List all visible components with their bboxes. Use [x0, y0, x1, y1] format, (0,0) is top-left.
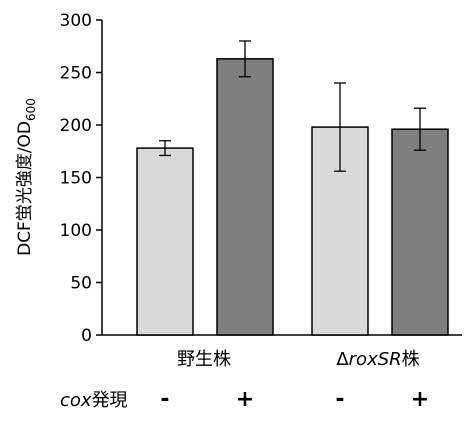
row-label-part: cox — [60, 390, 92, 411]
bar — [391, 128, 449, 336]
group-label-part: Δ — [336, 349, 349, 370]
cox-sign-label: - — [160, 387, 169, 412]
y-tick-label: 50 — [70, 274, 92, 294]
y-axis: 0 50 100 150 200 250 300 — [60, 11, 462, 346]
y-tick-label: 200 — [60, 116, 92, 136]
group-label: 野生株 — [177, 349, 231, 370]
group-label-part: 野生株 — [177, 349, 231, 370]
y-tick-label: 150 — [60, 169, 92, 189]
bars — [136, 58, 449, 336]
group-label: ΔroxSR株 — [336, 349, 419, 370]
row-label-part: 発現 — [92, 390, 128, 411]
cox-sign-label: - — [335, 387, 344, 412]
bar — [136, 147, 194, 336]
y-tick-label: 0 — [81, 326, 92, 346]
y-axis-label: DCF蛍光強度/OD600 — [15, 98, 38, 256]
row-label: cox発現 — [60, 390, 128, 411]
y-tick-label: 250 — [60, 64, 92, 84]
x-axis-labels: 野生株 ΔroxSR株 cox発現 - + - + — [60, 349, 429, 412]
group-label-part: roxSR — [349, 349, 402, 370]
y-tick-label: 300 — [60, 11, 92, 31]
cox-sign-label: + — [236, 387, 254, 412]
bar — [216, 58, 274, 336]
cox-sign-label: + — [411, 387, 429, 412]
y-tick-label: 100 — [60, 221, 92, 241]
group-label-part: 株 — [402, 349, 420, 370]
error-bars — [159, 40, 426, 172]
